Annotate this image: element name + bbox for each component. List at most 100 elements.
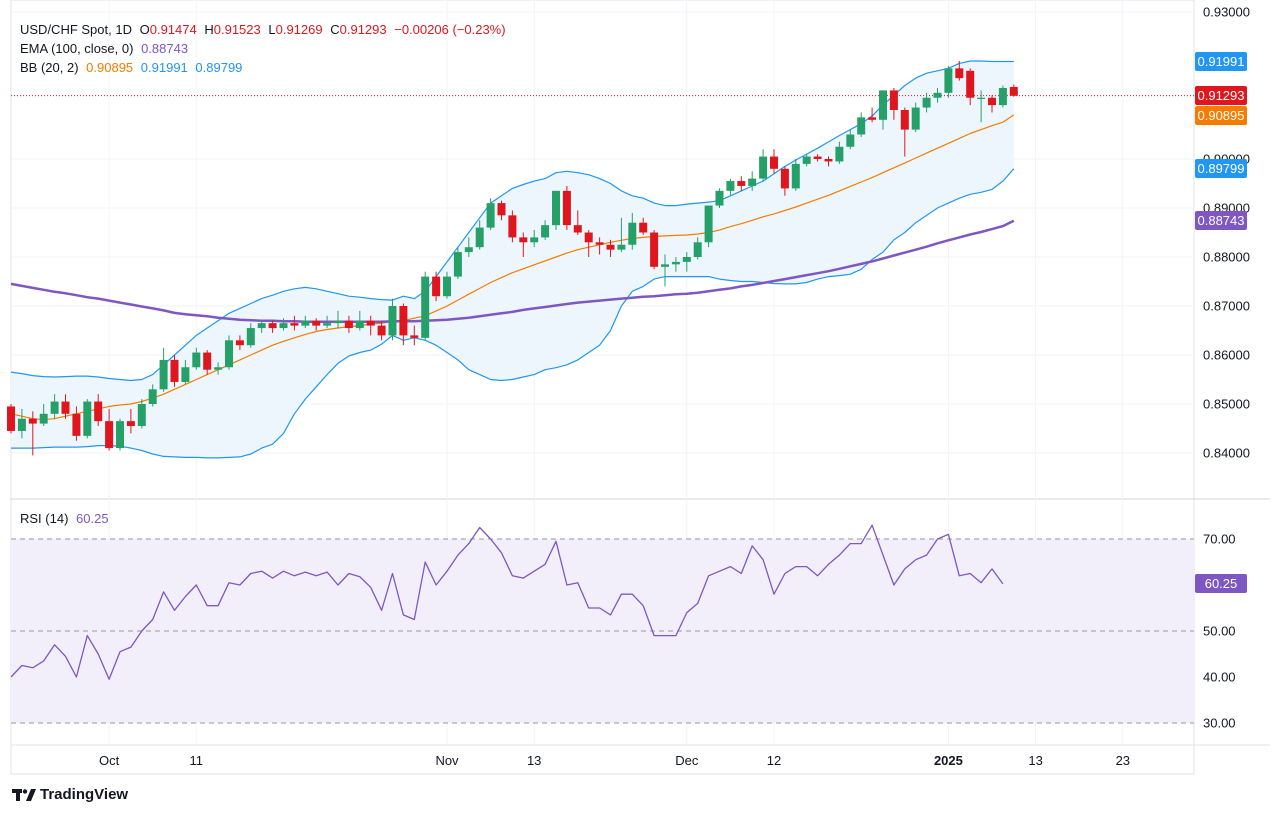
candle-body [290, 323, 299, 326]
candle-body [344, 320, 353, 329]
candle-body [682, 257, 691, 262]
candle-body [83, 401, 92, 436]
time-tick-label: 2025 [934, 753, 963, 768]
candle-body [257, 323, 266, 329]
candle-body [584, 232, 593, 243]
time-tick-label: Oct [99, 753, 120, 768]
candle-body [334, 320, 342, 324]
candle-body [933, 92, 942, 98]
candle-body [552, 190, 560, 226]
candle-body [791, 163, 800, 189]
high-value: 0.91523 [213, 22, 261, 37]
candle-body [726, 181, 735, 191]
bollinger-band-fill [11, 61, 1014, 458]
bb-basis-value: 0.90895 [86, 60, 134, 75]
candle-body [225, 340, 233, 368]
candle-body [312, 320, 321, 326]
candle-body [72, 413, 81, 436]
candle-body [421, 276, 430, 338]
price-tick-label: 0.93000 [1203, 5, 1250, 20]
time-tick-label: 13 [1028, 753, 1042, 768]
price-tick-label: 0.84000 [1203, 446, 1250, 461]
candle-body [181, 367, 190, 382]
candle-body [628, 222, 637, 245]
candle-body [148, 389, 157, 404]
candle-body [17, 418, 26, 431]
rsi-tick-label: 70.00 [1203, 532, 1236, 547]
candle-body [519, 237, 528, 243]
candle-body [323, 323, 332, 326]
candle-body [977, 97, 986, 99]
rsi-pane [10, 524, 1194, 724]
candle-body [170, 359, 179, 382]
legend-rsi: RSI (14) 60.25 [20, 509, 113, 528]
candle-body [116, 421, 124, 449]
candle-body [203, 352, 212, 370]
candle-body [889, 90, 898, 110]
candle-body [475, 227, 484, 248]
candle-body [813, 156, 822, 159]
rsi-tick-label: 40.00 [1203, 670, 1236, 685]
candle-body [159, 359, 168, 390]
brand-logo[interactable]: TradingView [12, 786, 128, 803]
candle-body [562, 190, 571, 226]
candle-body [126, 421, 135, 427]
candle-body [748, 178, 757, 186]
high-label: H [204, 22, 214, 37]
candle-body [955, 68, 964, 79]
candle-body [94, 401, 103, 422]
indicator-lines [10, 60, 1194, 459]
candlesticks [7, 61, 1018, 456]
ema-value: 0.88743 [141, 41, 189, 56]
candle-body [715, 190, 724, 206]
candle-body [61, 401, 70, 414]
candle-body [770, 156, 778, 169]
bb-label: BB (20, 2) [20, 60, 79, 75]
candle-body [388, 306, 397, 336]
price-tick-label: 0.86000 [1203, 348, 1250, 363]
candle-body [573, 225, 582, 233]
candle-body [639, 222, 648, 233]
candle-body [650, 232, 659, 267]
candle-body [780, 168, 789, 189]
candle-body [704, 205, 713, 243]
candle-body [737, 181, 746, 186]
tradingview-logo-icon [12, 788, 36, 801]
candle-body [399, 306, 408, 336]
candle-body [824, 159, 833, 162]
candle-body [835, 146, 844, 162]
time-tick-label: 11 [190, 753, 204, 768]
candle-body [377, 325, 386, 336]
price-tick-label: 0.85000 [1203, 397, 1250, 412]
candle-body [595, 242, 604, 245]
bb-upper-value: 0.91991 [140, 60, 188, 75]
candle-body [530, 237, 539, 243]
candle-body [671, 261, 680, 265]
rsi-label: RSI (14) [20, 511, 69, 526]
legend-ema: EMA (100, close, 0) 0.88743 [20, 39, 192, 58]
candle-body [693, 242, 702, 257]
candle-body [279, 323, 288, 329]
candle-body [497, 203, 506, 216]
candle-body [432, 276, 441, 297]
candle-body [879, 90, 887, 120]
candle-body [900, 110, 909, 130]
close-value: 0.91293 [339, 22, 387, 37]
candle-body [366, 320, 375, 326]
bb-basis-line [10, 114, 1015, 421]
candle-body [246, 328, 255, 346]
candle-body [486, 203, 495, 228]
bb-upper-line [10, 60, 1014, 382]
rsi-tick-label: 30.00 [1203, 716, 1236, 731]
rsi-value: 60.25 [76, 511, 109, 526]
price-tick-label: 0.88000 [1203, 250, 1250, 265]
candle-body [410, 335, 419, 338]
time-tick-label: Nov [435, 753, 459, 768]
ema-100-line [10, 219, 1015, 323]
rsi-tick-label: 50.00 [1203, 624, 1236, 639]
price-tick-label: 0.87000 [1203, 299, 1250, 314]
bollinger-band-area [11, 61, 1014, 458]
candle-body [28, 418, 37, 424]
candle-body [508, 215, 517, 238]
candle-body [105, 421, 114, 449]
